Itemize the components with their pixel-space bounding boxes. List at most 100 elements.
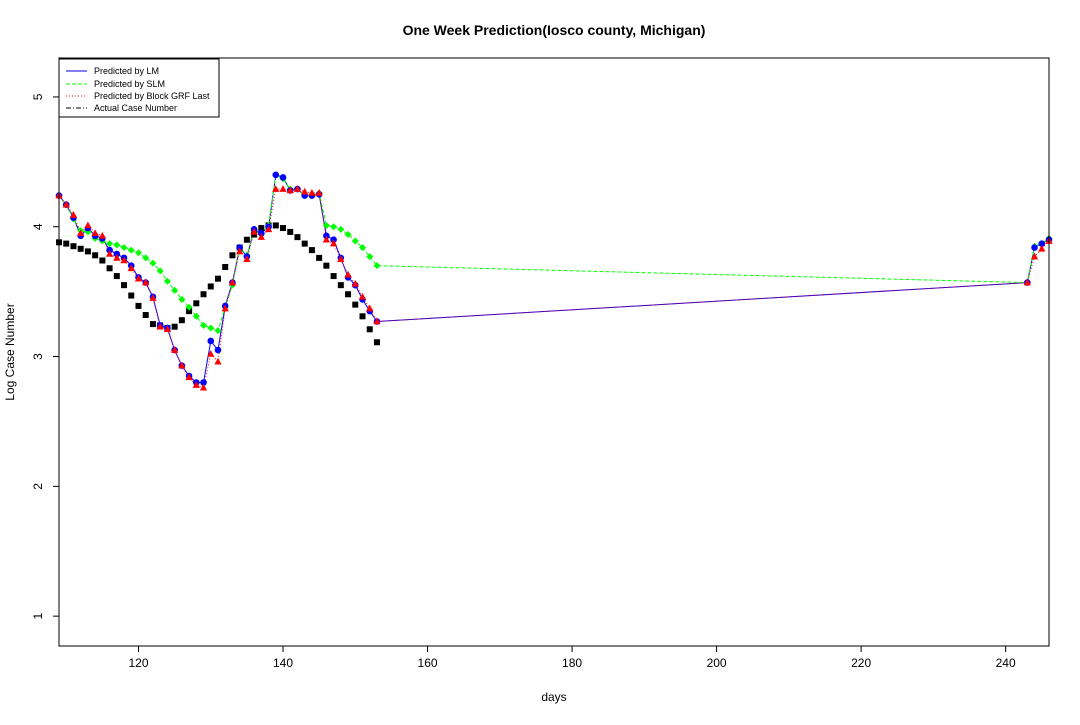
actual-point xyxy=(84,248,91,255)
legend-label-actual: Actual Case Number xyxy=(94,103,177,113)
actual-point xyxy=(373,339,380,346)
x-tick-label: 120 xyxy=(128,656,148,670)
grf-point xyxy=(243,255,251,262)
grf-point xyxy=(250,227,258,235)
grf-point xyxy=(351,279,359,287)
slm-point xyxy=(178,295,186,303)
x-tick-label: 200 xyxy=(707,656,727,670)
grf-point xyxy=(171,346,179,353)
lm-point xyxy=(1038,240,1046,247)
actual-point xyxy=(229,252,236,259)
slm-point xyxy=(185,303,193,311)
y-tick-label: 3 xyxy=(31,353,45,360)
x-tick-label: 180 xyxy=(562,656,582,670)
actual-point xyxy=(359,313,366,320)
grf-point xyxy=(344,270,352,278)
grf-point xyxy=(192,381,200,388)
slm-point xyxy=(373,262,381,270)
y-tick-label: 2 xyxy=(31,483,45,490)
slm-point xyxy=(149,259,157,267)
grf-point xyxy=(149,294,157,301)
grf-point xyxy=(264,225,273,233)
actual-point xyxy=(222,263,229,270)
grf-point xyxy=(329,239,338,247)
actual-point xyxy=(287,228,294,235)
slm-point xyxy=(171,286,179,294)
x-tick-label: 240 xyxy=(996,656,1016,670)
series-layer xyxy=(58,174,1050,389)
grf-point xyxy=(142,278,150,286)
grf-point xyxy=(214,357,222,365)
actual-point xyxy=(323,262,330,269)
slm-point xyxy=(156,267,164,275)
actual-point xyxy=(121,282,128,289)
slm-point xyxy=(120,244,128,252)
slm-point xyxy=(344,231,352,239)
slm-point xyxy=(214,327,222,335)
x-tick-label: 160 xyxy=(418,656,438,670)
actual-point xyxy=(70,243,77,250)
grf-point xyxy=(315,188,323,196)
grf-point xyxy=(185,373,193,381)
slm-point xyxy=(127,246,135,254)
slm-point xyxy=(330,223,338,231)
actual-point xyxy=(258,225,265,232)
actual-point xyxy=(352,301,359,308)
grf-point xyxy=(279,185,287,192)
actual-point xyxy=(92,252,99,259)
slm-point xyxy=(200,321,208,329)
grf-point xyxy=(358,292,367,300)
lm-point xyxy=(207,337,215,345)
slm-point xyxy=(113,241,121,249)
y-tick-label: 4 xyxy=(31,223,45,230)
grf-point xyxy=(98,231,106,239)
series-line-lm xyxy=(58,174,1050,383)
grf-point xyxy=(156,322,164,330)
actual-point xyxy=(106,265,113,272)
slm-point xyxy=(351,237,359,245)
legend-label-lm: Predicted by LM xyxy=(94,66,159,76)
grf-point xyxy=(69,211,78,218)
actual-point xyxy=(149,321,156,328)
slm-point xyxy=(192,312,200,320)
actual-point xyxy=(294,234,301,241)
slm-point xyxy=(207,324,215,332)
grf-point xyxy=(91,229,99,237)
lm-point xyxy=(272,171,280,179)
actual-point xyxy=(330,273,337,280)
grf-point xyxy=(1038,244,1046,252)
slm-point xyxy=(322,221,330,229)
lm-point xyxy=(279,174,287,181)
grf-point xyxy=(113,253,121,261)
slm-point xyxy=(366,253,374,261)
grf-point xyxy=(301,187,309,195)
y-axis-label: Log Case Number xyxy=(3,303,17,400)
grf-point xyxy=(236,247,244,255)
actual-point xyxy=(272,222,279,229)
grf-point xyxy=(199,383,208,391)
grf-point xyxy=(366,304,374,312)
grf-point xyxy=(77,229,85,237)
actual-point xyxy=(366,326,373,333)
grf-point xyxy=(293,185,302,192)
x-axis-label: days xyxy=(541,690,566,704)
grf-point xyxy=(373,317,381,325)
actual-point xyxy=(142,312,149,319)
legend-box xyxy=(58,58,220,118)
slm-point xyxy=(106,240,114,248)
plot-frame xyxy=(58,57,1050,647)
grf-point xyxy=(163,325,171,333)
legend: Predicted by LM Predicted by SLM Predict… xyxy=(58,58,220,118)
slm-point xyxy=(337,225,345,233)
y-tick-label: 5 xyxy=(31,93,45,100)
slm-point xyxy=(142,254,150,262)
actual-point xyxy=(77,245,84,252)
grf-point xyxy=(272,185,280,192)
actual-point xyxy=(135,302,142,309)
actual-point xyxy=(345,291,352,298)
x-tick-label: 140 xyxy=(273,656,293,670)
actual-point xyxy=(337,282,344,289)
actual-point xyxy=(200,291,207,298)
